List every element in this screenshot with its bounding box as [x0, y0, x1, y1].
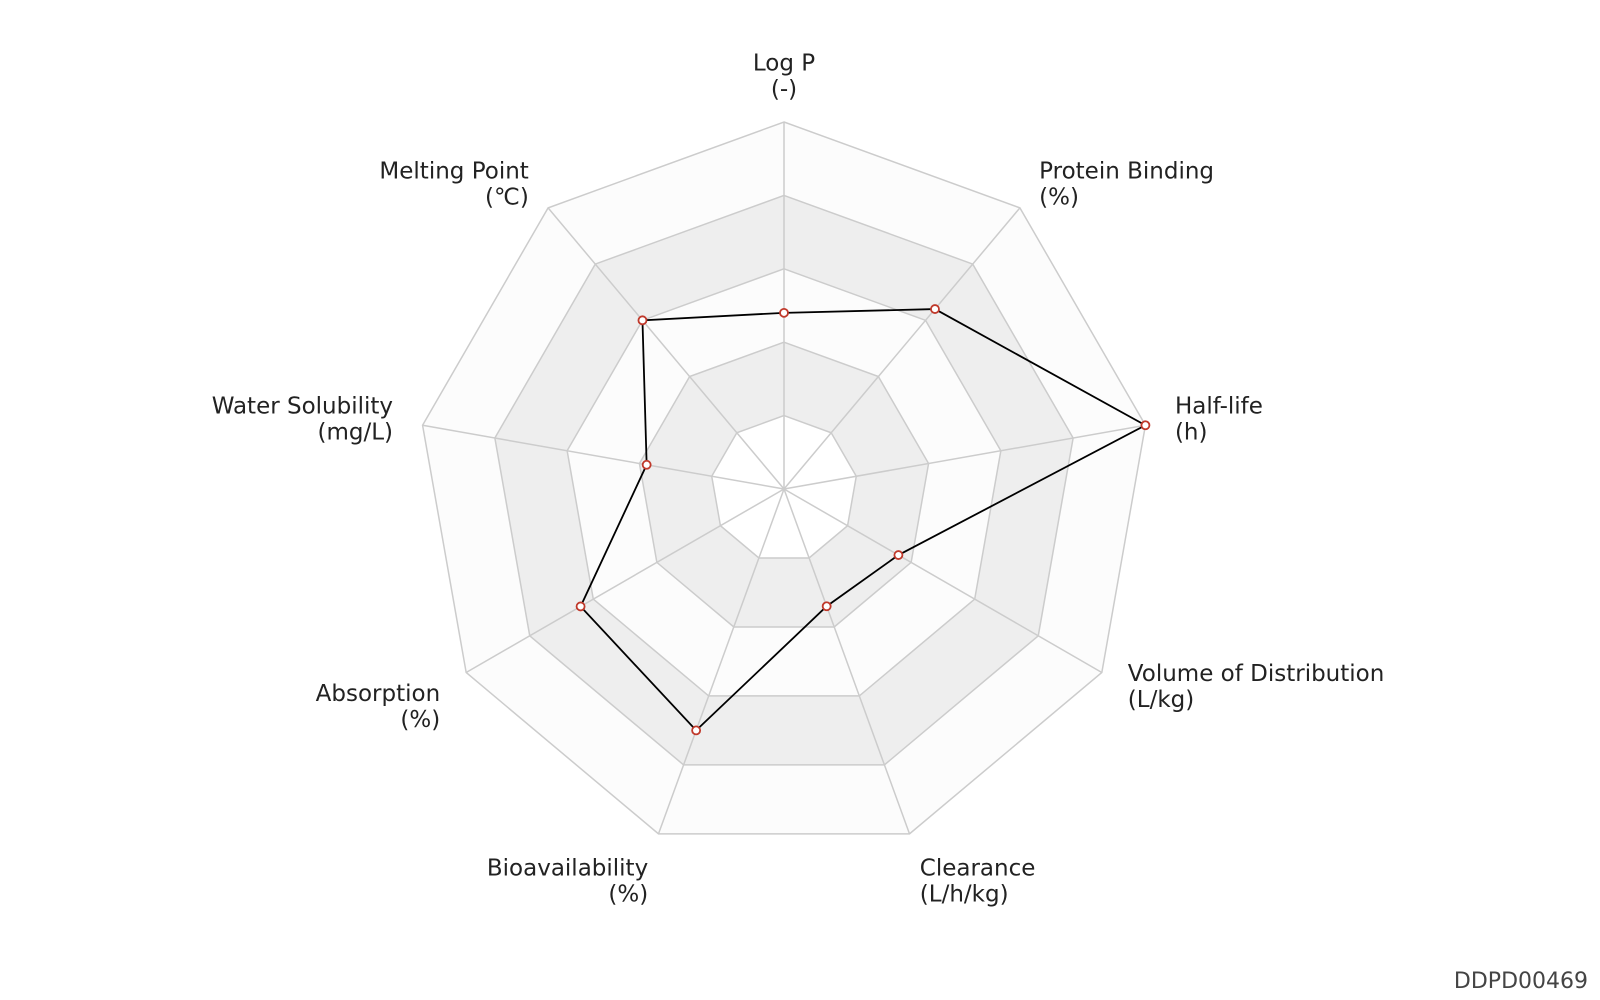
data-point [641, 459, 652, 470]
axis-line [465, 488, 785, 674]
axis-line [657, 488, 785, 835]
axis-unit: (L/kg) [1128, 687, 1194, 713]
data-point [821, 601, 832, 612]
axis-label: Melting Point [379, 158, 528, 184]
data-line [579, 308, 1148, 732]
axis-label: Clearance [920, 856, 1036, 882]
axis-line [547, 207, 785, 490]
data-point [1140, 420, 1151, 431]
axis-unit: (mg/L) [318, 420, 394, 446]
axis-label: Bioavailability [487, 856, 648, 882]
axis-unit: (-) [771, 77, 797, 103]
axis-line [783, 488, 911, 835]
axis-unit: (%) [608, 882, 648, 908]
axis-unit: (℃) [485, 184, 529, 210]
data-point [779, 307, 789, 318]
grid-line [494, 194, 1074, 766]
grid-line [638, 341, 930, 628]
axis-label: Water Solubility [212, 394, 393, 420]
axis-unit: (%) [1039, 184, 1079, 210]
axis-label: Protein Binding [1039, 158, 1214, 184]
axis-line [783, 207, 1021, 490]
chart-id: DDPD00469 [1454, 969, 1588, 994]
grid-line [710, 414, 858, 559]
axis-label: Volume of Distribution [1128, 661, 1385, 687]
axis-unit: (L/h/kg) [920, 882, 1009, 908]
data-point [575, 601, 586, 612]
axis-label: Absorption [316, 681, 441, 707]
grid-line [421, 121, 1147, 835]
axis-label: Half-life [1175, 394, 1263, 420]
axis-line [422, 424, 785, 490]
data-point [893, 550, 904, 560]
axis-unit: (h) [1175, 420, 1208, 446]
data-point [930, 304, 940, 314]
data-point [637, 315, 648, 326]
axis-unit: (%) [400, 707, 440, 733]
data-point [691, 725, 702, 736]
axis-line [783, 424, 1146, 490]
axis-label: Log P [753, 51, 815, 77]
grid-line [566, 268, 1002, 697]
axis-line [783, 488, 1103, 674]
